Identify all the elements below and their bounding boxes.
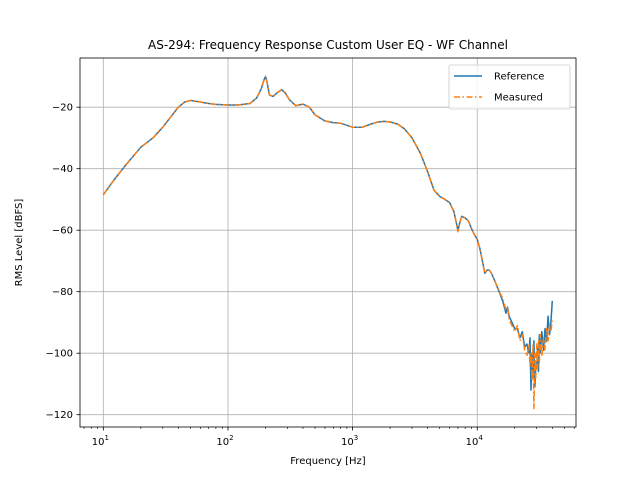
y-tick-label: −60 [52, 226, 73, 237]
plot-area-frame [79, 57, 577, 428]
series-line-measured [102, 75, 554, 410]
legend-label-measured: Measured [494, 93, 543, 104]
x-tick-exponent: 4 [478, 434, 483, 442]
x-tick-exponent: 2 [229, 434, 233, 442]
x-axis-label: Frequency [Hz] [290, 456, 366, 467]
grid [80, 58, 576, 427]
legend-label-reference: Reference [494, 72, 544, 83]
y-tick-label: −100 [46, 349, 73, 360]
plot-lines [102, 75, 554, 410]
minor-ticks [83, 427, 575, 429]
y-tick-label: −20 [52, 103, 73, 114]
y-tick-label: −80 [52, 287, 73, 298]
y-tick-label: −40 [52, 164, 73, 175]
y-axis-label: RMS Level [dBFS] [14, 199, 25, 287]
y-tick-label: −120 [46, 410, 73, 421]
x-tick-exponent: 1 [104, 434, 108, 442]
x-tick-exponent: 3 [354, 434, 358, 442]
chart-title: AS-294: Frequency Response Custom User E… [148, 38, 508, 52]
legend: Reference Measured [448, 64, 571, 110]
